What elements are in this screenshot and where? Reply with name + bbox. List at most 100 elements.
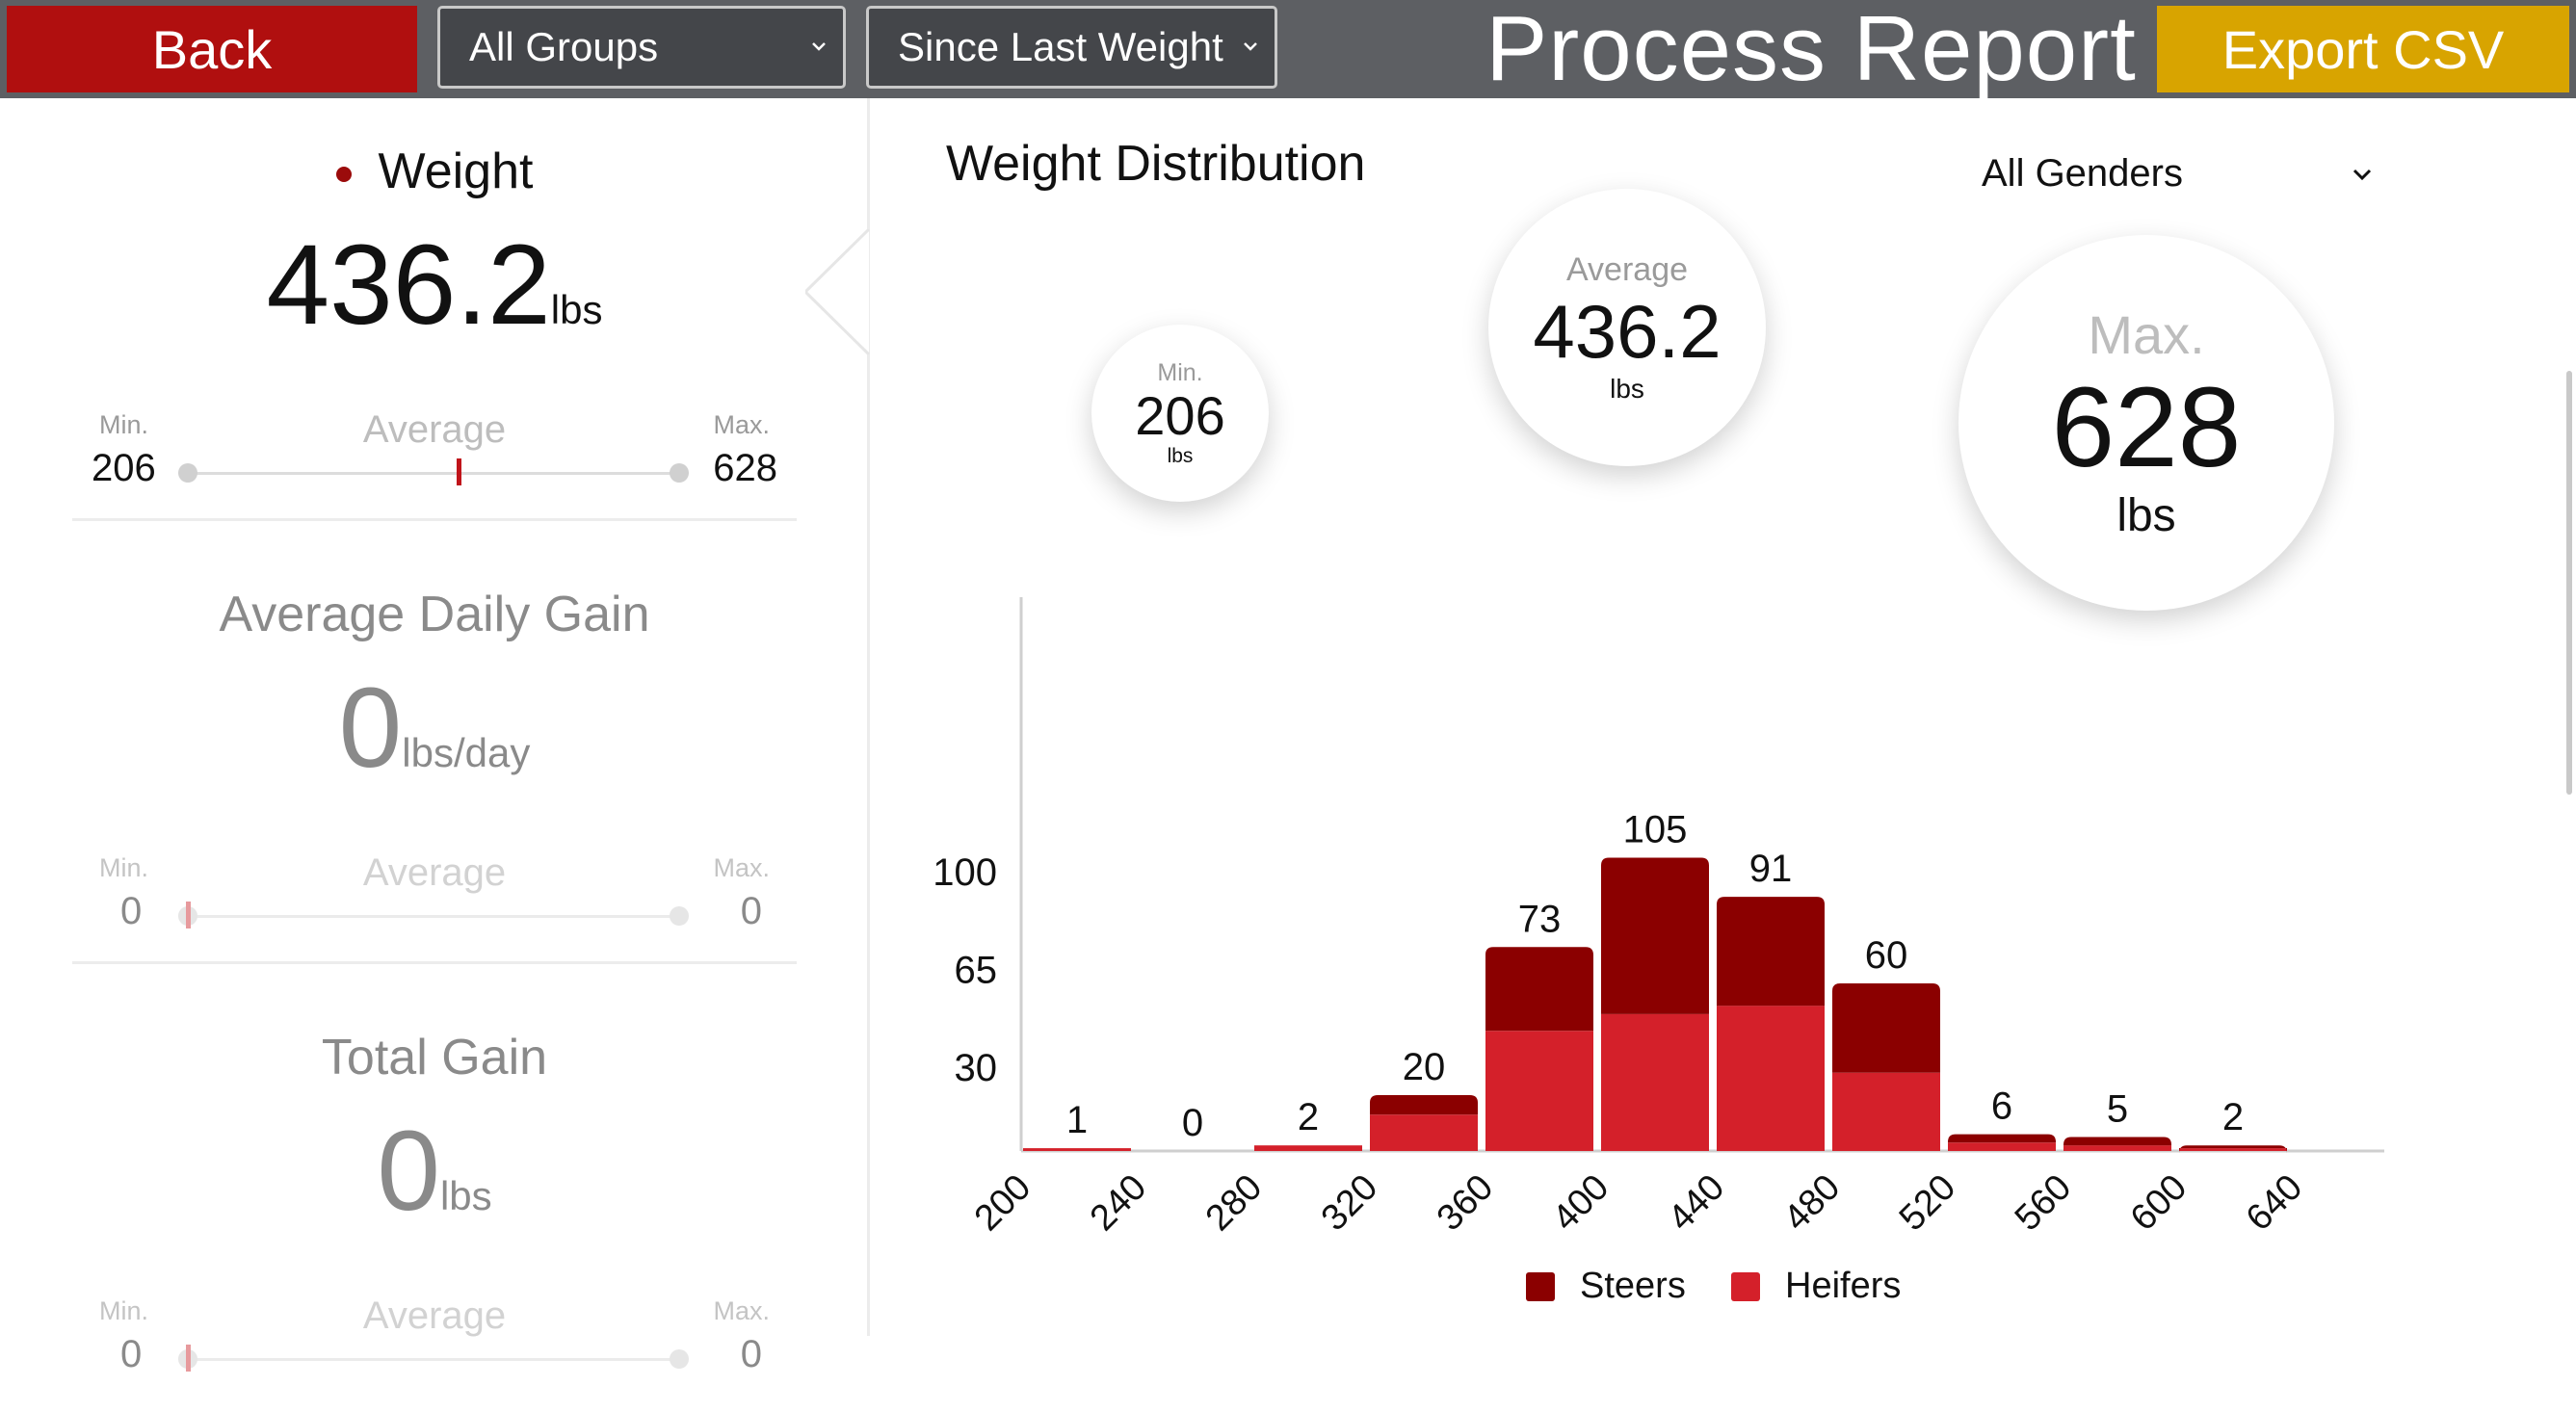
min-value: 0 — [120, 890, 143, 932]
min-circle-value: 206 — [1135, 384, 1225, 446]
max-value: 0 — [740, 1333, 762, 1375]
bar-steers — [2063, 1137, 2171, 1146]
average-marker — [456, 458, 461, 485]
x-tick-label: 600 — [2123, 1167, 2195, 1240]
max-weight-circle: Max. 628 lbs — [1958, 235, 2334, 611]
bar-steers — [2179, 1145, 2287, 1154]
max-circle-label: Max. — [2088, 304, 2205, 365]
average-marker — [186, 902, 191, 928]
bar-value-label: 6 — [1991, 1085, 2012, 1128]
min-circle-label: Min. — [1157, 358, 1203, 386]
y-tick-label: 30 — [955, 1047, 998, 1089]
steers-swatch — [1526, 1271, 1555, 1301]
bar-heifers — [1485, 1031, 1593, 1151]
scrollbar[interactable] — [2566, 371, 2572, 795]
metric-title: Weight — [72, 143, 797, 200]
bar-value-label: 1 — [1066, 1099, 1088, 1141]
x-tick-label: 480 — [1776, 1167, 1849, 1240]
adg-title: Average Daily Gain — [219, 587, 650, 642]
chevron-down-icon — [2353, 169, 2372, 181]
x-tick-label: 560 — [2008, 1167, 2080, 1240]
bar-heifers — [1254, 1145, 1362, 1151]
legend-label: Heifers — [1785, 1266, 1902, 1306]
average-circle-value: 436.2 — [1533, 288, 1722, 374]
distribution-title: Weight Distribution — [946, 136, 1366, 192]
bar-heifers — [1948, 1142, 2056, 1151]
max-label: Max. — [713, 853, 770, 882]
average-circle-label: Average — [1565, 250, 1689, 288]
slider-max-knob — [670, 463, 689, 483]
total-gain-range-slider: Min. Average Max. 0 0 — [72, 1294, 797, 1412]
total-gain-title: Total Gain — [321, 1030, 548, 1085]
weight-title-text: Weight — [378, 144, 534, 199]
weight-range-slider: Min. Average Max. 206 628 — [72, 408, 797, 526]
chevron-down-icon — [1244, 42, 1257, 51]
slider-min-knob — [178, 463, 197, 483]
gender-select[interactable]: All Genders — [1982, 144, 2386, 202]
chevron-down-icon — [812, 42, 826, 51]
min-circle-unit: lbs — [1167, 444, 1194, 467]
x-tick-label: 240 — [1083, 1167, 1155, 1240]
bar-steers — [1948, 1134, 2056, 1143]
x-tick-label: 640 — [2239, 1167, 2311, 1240]
adg-value-unit: lbs/day — [402, 730, 531, 775]
bar-heifers — [1717, 1006, 1825, 1151]
average-label: Average — [362, 1294, 507, 1337]
group-select-value: All Groups — [469, 24, 659, 69]
slider-track — [188, 915, 679, 918]
bar-heifers — [1023, 1148, 1131, 1151]
total-gain-value-number: 0 — [377, 1108, 440, 1235]
average-label: Average — [362, 851, 507, 894]
slider-track — [188, 472, 679, 475]
legend-label: Steers — [1580, 1266, 1686, 1306]
toolbar: Back All Groups Since Last Weight Proces… — [0, 0, 2576, 100]
bar-value-label: 91 — [1749, 848, 1793, 890]
y-tick-label: 100 — [933, 851, 997, 894]
bar-heifers — [1832, 1072, 1940, 1151]
export-csv-button[interactable]: Export CSV — [2157, 6, 2569, 92]
min-label: Min. — [99, 853, 149, 882]
y-tick-label: 65 — [955, 950, 998, 992]
group-select[interactable]: All Groups — [437, 6, 846, 89]
bar-value-label: 2 — [2222, 1096, 2244, 1138]
gender-select-value: All Genders — [1982, 151, 2183, 195]
slider-track — [188, 1358, 679, 1361]
period-select[interactable]: Since Last Weight — [866, 6, 1277, 89]
bar-value-label: 60 — [1865, 934, 1908, 977]
adg-range-slider: Min. Average Max. 0 0 — [72, 851, 797, 969]
total-gain-value: 0lbs — [72, 1106, 797, 1237]
max-value: 0 — [740, 890, 762, 932]
x-tick-label: 320 — [1314, 1167, 1386, 1240]
bar-heifers — [1601, 1013, 1709, 1151]
weight-value: 436.2lbs — [72, 220, 797, 351]
slider-max-knob — [670, 906, 689, 926]
x-tick-label: 360 — [1430, 1167, 1502, 1240]
average-marker — [186, 1345, 191, 1372]
bar-steers — [1485, 947, 1593, 1032]
max-label: Max. — [713, 410, 770, 439]
heifers-swatch — [1731, 1271, 1760, 1301]
bar-heifers — [1370, 1114, 1478, 1151]
divider — [72, 518, 797, 521]
min-value: 206 — [92, 447, 156, 489]
max-circle-unit: lbs — [2116, 490, 2176, 541]
bar-steers — [1601, 857, 1709, 1014]
back-button[interactable]: Back — [7, 6, 417, 92]
legend-item-heifers: Heifers — [1731, 1266, 1901, 1307]
bar-steers — [1717, 897, 1825, 1007]
min-label: Min. — [99, 410, 149, 439]
max-label: Max. — [713, 1296, 770, 1325]
adg-value: 0lbs/day — [72, 663, 797, 794]
bar-heifers — [2179, 1148, 2287, 1151]
x-tick-label: 440 — [1661, 1167, 1733, 1240]
divider — [72, 961, 797, 964]
bar-heifers — [2063, 1145, 2171, 1151]
weight-value-number: 436.2 — [266, 222, 551, 349]
bar-steers — [1370, 1095, 1478, 1115]
adg-value-number: 0 — [338, 665, 403, 792]
max-value: 628 — [713, 447, 777, 489]
min-weight-circle: Min. 206 lbs — [1091, 325, 1269, 502]
selected-dot-icon — [335, 167, 352, 183]
bar-steers — [1832, 983, 1940, 1073]
metrics-panel: Weight 436.2lbs Min. Average Max. 206 62… — [0, 98, 867, 1375]
